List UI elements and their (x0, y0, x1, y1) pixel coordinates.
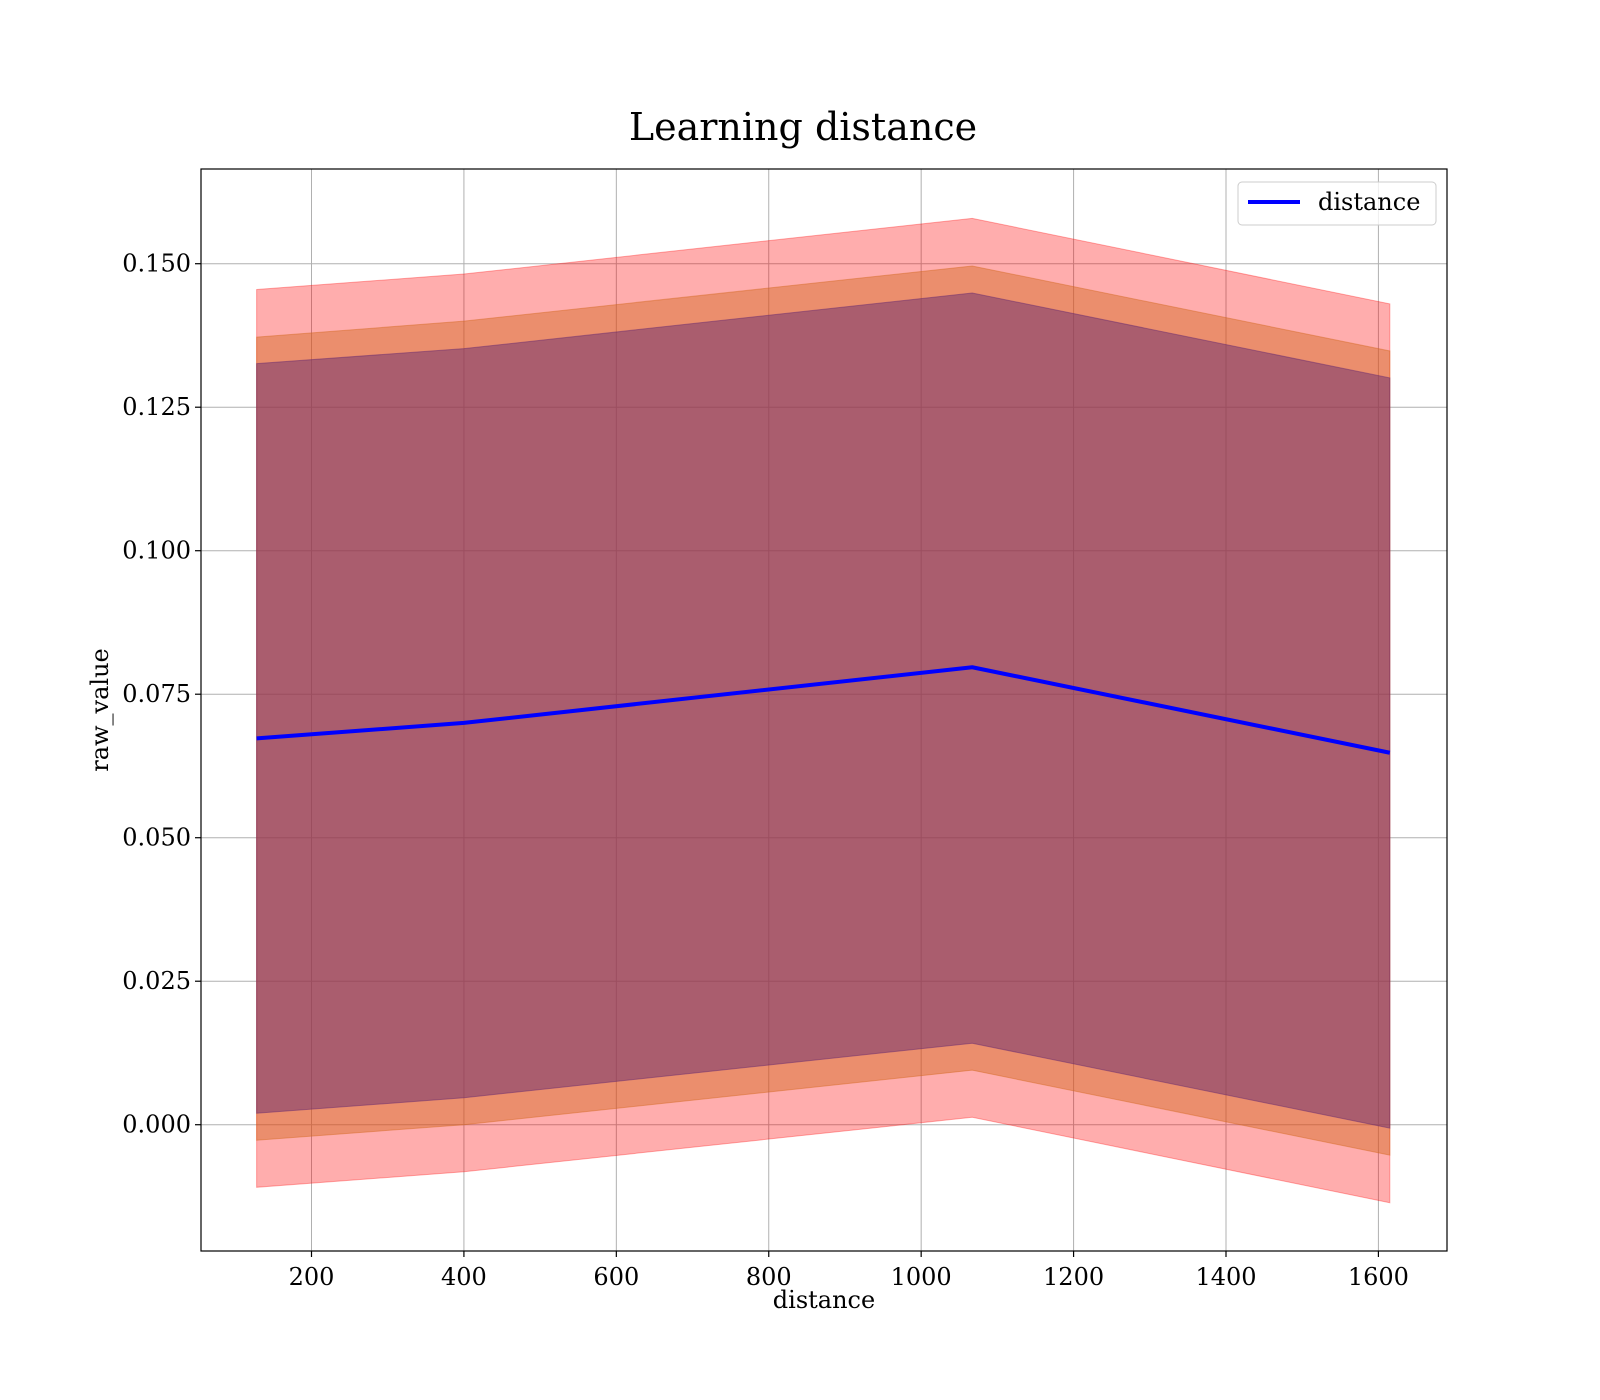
legend-label: distance (1318, 188, 1420, 216)
y-tick-label: 0.025 (122, 967, 191, 995)
legend-box (1237, 181, 1437, 226)
y-tick-label: 0.000 (122, 1111, 191, 1139)
x-tick-label: 400 (441, 1263, 487, 1291)
plot-frame (200, 168, 1448, 1252)
x-tick-label: 600 (593, 1263, 639, 1291)
confidence-band-3 (256, 292, 1391, 1129)
y-tick-label: 0.050 (122, 824, 191, 852)
y-axis-ticks: 0.000 0.025 0.050 0.075 0.100 0.125 0.150 (122, 250, 201, 1139)
y-tick-label: 0.075 (122, 680, 191, 708)
legend: distance (1237, 181, 1437, 226)
confidence-bands (256, 217, 1391, 1204)
y-tick-label: 0.150 (122, 250, 191, 278)
x-tick-label: 1000 (891, 1263, 952, 1291)
x-tick-label: 1200 (1043, 1263, 1104, 1291)
y-tick-label: 0.100 (122, 537, 191, 565)
x-tick-label: 1600 (1348, 1263, 1409, 1291)
x-tick-label: 800 (746, 1263, 792, 1291)
series-lines (256, 665, 1391, 755)
y-axis-title: raw_value (86, 648, 114, 772)
y-tick-label: 0.125 (122, 393, 191, 421)
x-tick-label: 200 (289, 1263, 335, 1291)
chart-title: Learning distance (629, 105, 977, 149)
series-line-distance (256, 665, 1391, 755)
x-axis-title: distance (773, 1286, 875, 1314)
x-tick-label: 1400 (1195, 1263, 1256, 1291)
x-axis-ticks: 200 400 600 800 1000 1200 1400 1600 (289, 1251, 1409, 1291)
